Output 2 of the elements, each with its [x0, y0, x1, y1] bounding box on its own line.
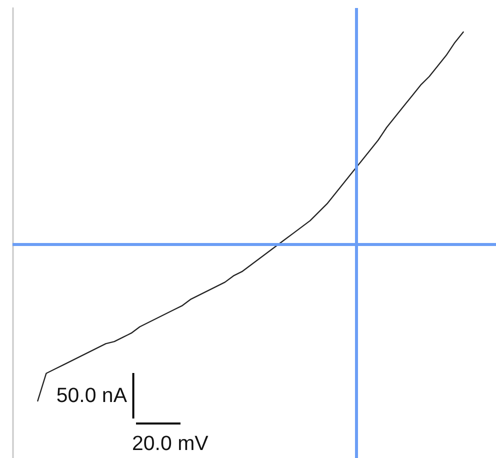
text: 20.0 mV — [132, 432, 208, 455]
annotation: 50.0 nA — [56, 384, 127, 407]
